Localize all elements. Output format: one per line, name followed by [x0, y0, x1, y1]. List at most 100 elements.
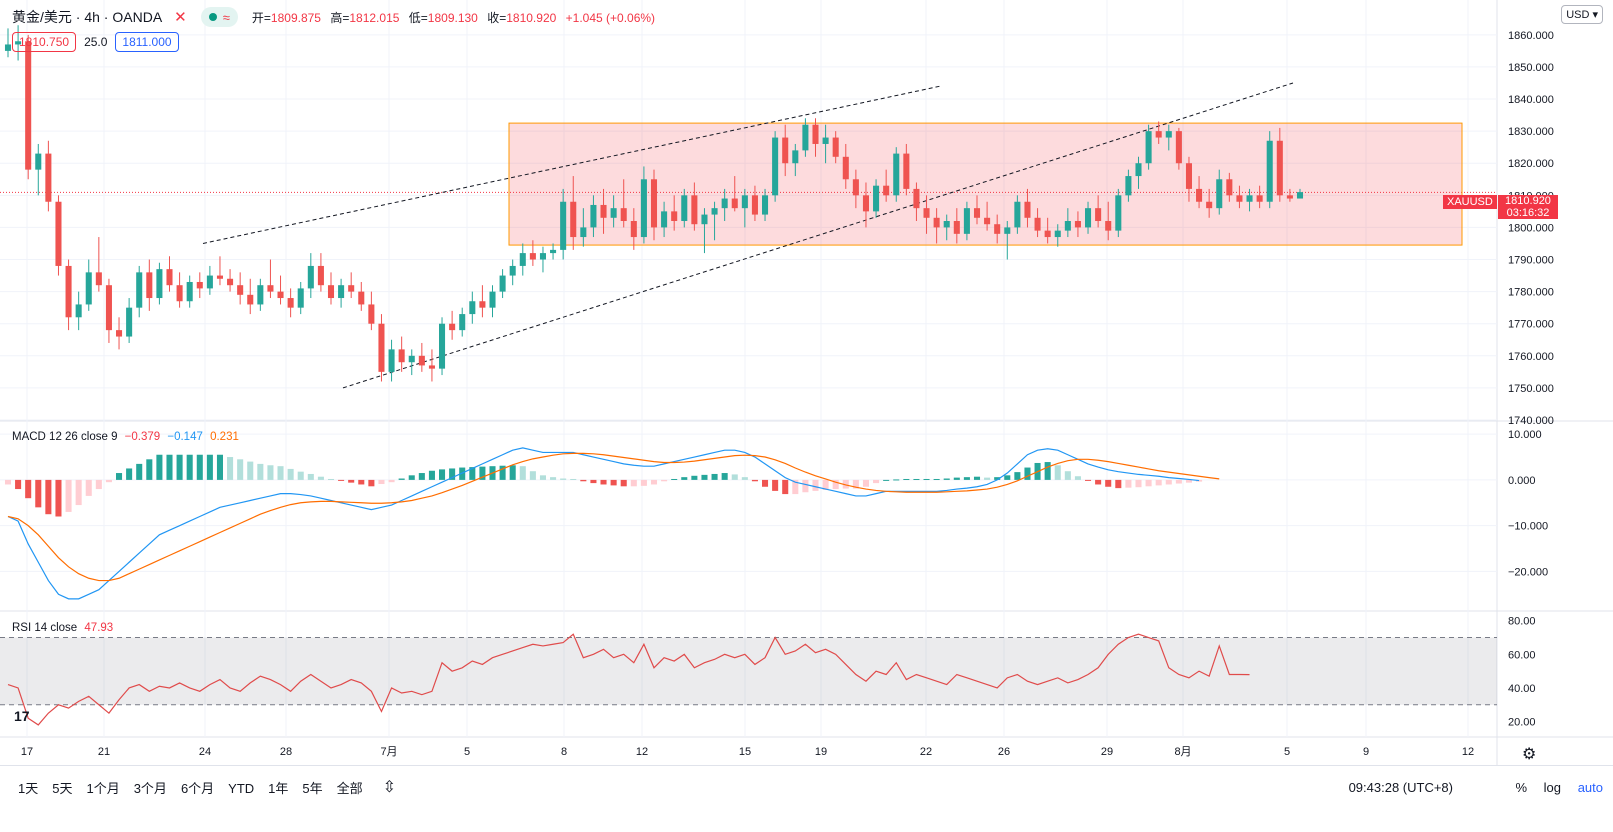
macd-histogram-bar — [560, 478, 567, 480]
candle-body — [570, 201, 577, 238]
candle-body — [65, 265, 72, 318]
price-axis-label: 1860.000 — [1508, 30, 1554, 42]
macd-histogram-bar — [893, 479, 900, 481]
candle-body — [25, 41, 32, 170]
log-toggle[interactable]: log — [1543, 779, 1561, 795]
candle-body — [1206, 201, 1213, 209]
macd-histogram-bar — [35, 479, 42, 508]
currency-select[interactable]: USD ▾ — [1561, 5, 1603, 24]
range-button[interactable]: 全部 — [336, 780, 363, 796]
market-open-icon — [208, 13, 217, 21]
candle-body — [327, 285, 335, 299]
candle-body — [1014, 201, 1021, 228]
candle-body — [499, 275, 506, 292]
price-axis-label: 1840.000 — [1508, 94, 1554, 106]
macd-line — [7, 447, 1200, 600]
macd-histogram-bar — [439, 469, 446, 480]
clock[interactable]: 09:43:28 (UTC+8) — [1348, 779, 1453, 795]
macd-histogram-bar — [307, 473, 314, 480]
rsi-axis-label: 40.00 — [1508, 683, 1536, 695]
macd-histogram-bar — [1054, 465, 1061, 480]
time-axis-label: 26 — [998, 746, 1010, 758]
range-button[interactable]: 6个月 — [180, 780, 215, 796]
chart-canvas[interactable]: 1860.000 1850.000 1840.000 1830.000 1820.000… — [0, 0, 1613, 765]
candle-body — [85, 272, 92, 305]
macd-histogram-bar — [368, 479, 375, 487]
macd-histogram-bar — [1145, 479, 1152, 487]
close-icon[interactable]: ✕ — [174, 9, 187, 26]
macd-histogram-bar — [550, 477, 557, 480]
candle-body — [1236, 195, 1243, 202]
range-button[interactable]: YTD — [228, 780, 255, 796]
range-button[interactable]: 1年 — [268, 780, 289, 796]
macd-histogram-bar — [590, 479, 597, 484]
macd-histogram-bar — [963, 477, 970, 480]
candle-body — [802, 124, 809, 151]
range-button[interactable]: 1天 — [18, 780, 39, 796]
range-button[interactable]: 5天 — [52, 780, 73, 796]
time-axis-label: 28 — [280, 746, 292, 758]
macd-histogram-bar — [196, 454, 203, 480]
macd-histogram-bar — [1085, 479, 1092, 481]
candle-body — [418, 355, 425, 366]
macd-histogram-bar — [762, 479, 769, 487]
price-axis-label: 1740.000 — [1508, 415, 1554, 427]
macd-legend[interactable]: MACD 12 26 close 9 −0.379 −0.147 0.231 — [12, 431, 239, 443]
chart-header: 黄金/美元 · 4h · OANDA ✕ ≈ 开=1809.875 高=1812… — [12, 6, 655, 28]
candle-body — [206, 275, 213, 289]
candle-body — [1095, 208, 1102, 221]
time-axis-label: 9 — [1363, 746, 1369, 758]
candle-body — [267, 285, 274, 292]
candle-body — [1155, 131, 1162, 138]
candle-body — [671, 211, 678, 221]
time-axis-label: 17 — [21, 746, 33, 758]
trend-channel[interactable] — [202, 82, 1294, 389]
macd-histogram-bar — [620, 479, 627, 487]
percent-toggle[interactable]: % — [1515, 779, 1527, 795]
macd-histogram-bar — [711, 473, 718, 480]
candle-body — [146, 272, 153, 299]
macd-histogram-bar — [883, 479, 890, 481]
macd-histogram-bar — [1196, 479, 1203, 482]
price-axis-label: 1830.000 — [1508, 126, 1554, 138]
market-status-badge[interactable]: ≈ — [200, 7, 238, 27]
symbol-title[interactable]: 黄金/美元 · 4h · OANDA — [12, 9, 163, 25]
macd-histogram-bar — [1165, 479, 1172, 485]
macd-pane — [4, 447, 1220, 600]
range-rectangle[interactable] — [508, 122, 1463, 246]
candle-body — [287, 298, 294, 308]
time-axis-label: 19 — [815, 746, 827, 758]
candle-body — [358, 291, 365, 305]
macd-histogram-bar — [247, 461, 254, 480]
candle-body — [923, 208, 930, 218]
candle-body — [186, 281, 193, 302]
macd-histogram-bar — [216, 454, 223, 480]
rsi-legend[interactable]: RSI 14 close 47.93 — [12, 622, 114, 634]
macd-histogram-bar — [873, 479, 880, 484]
time-axis-label: 15 — [739, 746, 751, 758]
range-button[interactable]: 1个月 — [86, 780, 120, 796]
compare-range-icon[interactable]: ⇳ — [382, 779, 397, 796]
macd-histogram-bar — [1175, 479, 1182, 484]
time-axis-label: 12 — [636, 746, 648, 758]
macd-histogram-bar — [630, 479, 637, 487]
candle-body — [943, 221, 950, 228]
candle-body — [45, 153, 52, 202]
auto-toggle[interactable]: auto — [1577, 779, 1603, 795]
range-button[interactable]: 3个月 — [133, 780, 167, 796]
bid-button[interactable]: 1810.750 — [12, 32, 77, 52]
candle-body — [368, 304, 375, 324]
candle-body — [126, 307, 133, 337]
ask-button[interactable]: 1811.000 — [115, 32, 179, 52]
settings-gear-icon[interactable]: ⚙ — [1522, 746, 1537, 763]
macd-histogram-bar — [721, 473, 728, 480]
macd-axis-label: −10.000 — [1508, 521, 1548, 533]
candle-body — [166, 269, 173, 286]
tradingview-logo[interactable]: 17 — [14, 708, 30, 724]
candle-body — [408, 355, 415, 363]
time-axis-label: 29 — [1101, 746, 1113, 758]
macd-histogram-bar — [509, 465, 516, 480]
macd-histogram-bar — [650, 479, 658, 485]
range-button[interactable]: 5年 — [302, 780, 323, 796]
candle-body — [216, 275, 223, 279]
